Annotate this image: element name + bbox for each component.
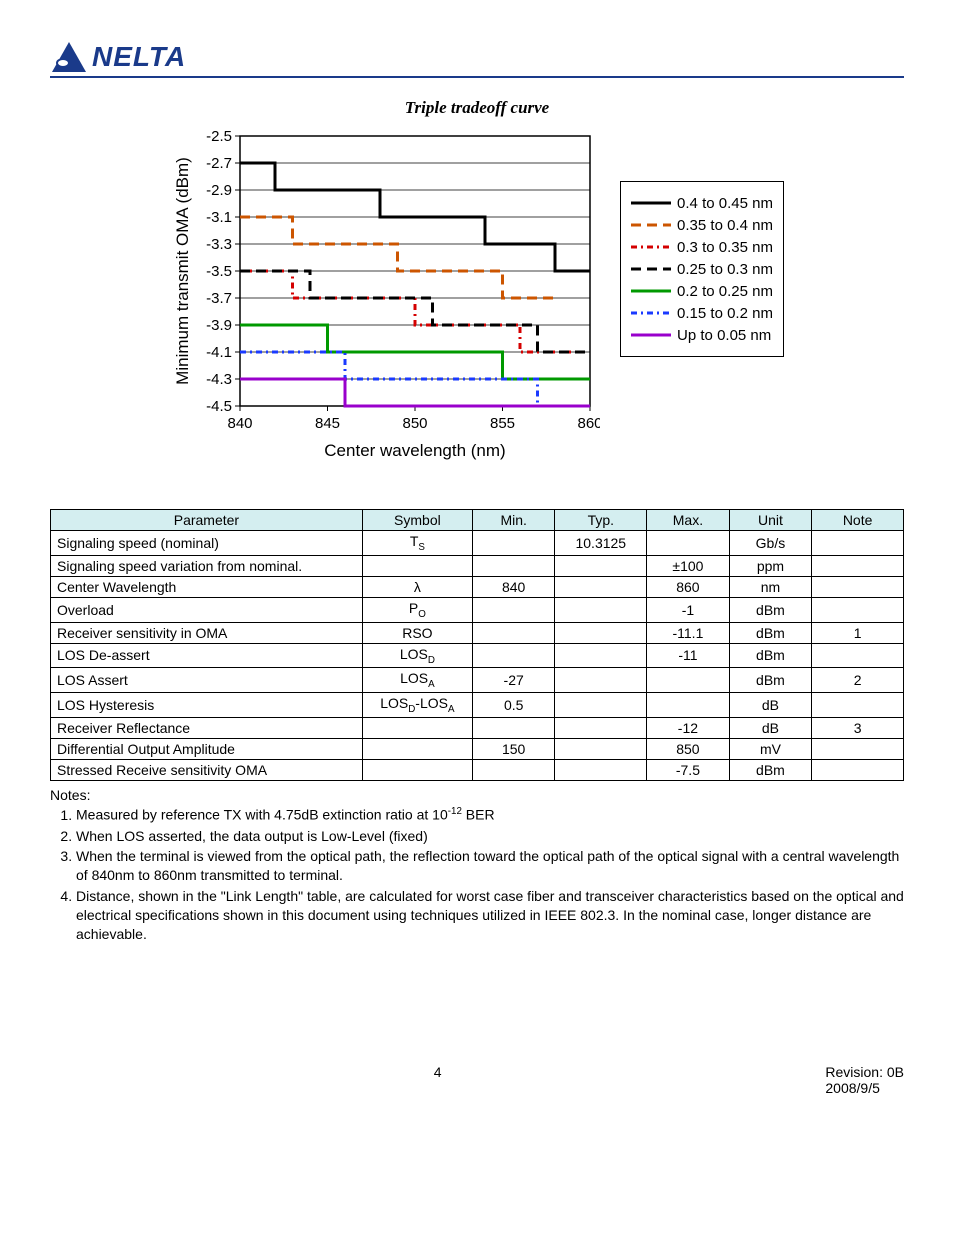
svg-text:Center wavelength (nm): Center wavelength (nm) xyxy=(324,441,505,460)
note-item: Measured by reference TX with 4.75dB ext… xyxy=(76,805,904,825)
legend-label: 0.2 to 0.25 nm xyxy=(677,283,773,300)
legend-item: 0.25 to 0.3 nm xyxy=(631,260,773,278)
table-header: Parameter xyxy=(51,510,363,531)
logo: NELTA xyxy=(50,40,186,76)
table-row: Stressed Receive sensitivity OMA-7.5dBm xyxy=(51,759,904,780)
svg-text:-2.9: -2.9 xyxy=(206,182,232,199)
chart-legend: 0.4 to 0.45 nm 0.35 to 0.4 nm 0.3 to 0.35 … xyxy=(620,181,784,357)
legend-swatch xyxy=(631,326,671,344)
table-row: Signaling speed (nominal)TS10.3125Gb/s xyxy=(51,531,904,556)
legend-label: 0.3 to 0.35 nm xyxy=(677,239,773,256)
svg-text:-3.7: -3.7 xyxy=(206,290,232,307)
delta-logo-icon xyxy=(50,40,88,74)
legend-item: 0.2 to 0.25 nm xyxy=(631,282,773,300)
legend-item: Up to 0.05 nm xyxy=(631,326,773,344)
svg-text:-3.9: -3.9 xyxy=(206,317,232,334)
svg-text:-2.5: -2.5 xyxy=(206,128,232,145)
notes-list: Measured by reference TX with 4.75dB ext… xyxy=(50,805,904,944)
table-row: Signaling speed variation from nominal.±… xyxy=(51,555,904,576)
legend-swatch xyxy=(631,194,671,212)
notes-section: Notes: Measured by reference TX with 4.7… xyxy=(50,787,904,944)
table-header: Unit xyxy=(729,510,812,531)
table-row: Center Wavelengthλ840860nm xyxy=(51,576,904,597)
legend-swatch xyxy=(631,304,671,322)
svg-text:-3.3: -3.3 xyxy=(206,236,232,253)
note-item: When the terminal is viewed from the opt… xyxy=(76,847,904,885)
table-header: Max. xyxy=(647,510,730,531)
legend-item: 0.15 to 0.2 nm xyxy=(631,304,773,322)
page-header: NELTA xyxy=(50,40,904,78)
legend-label: Up to 0.05 nm xyxy=(677,327,771,344)
svg-text:-3.5: -3.5 xyxy=(206,263,232,280)
legend-swatch xyxy=(631,282,671,300)
table-row: LOS HysteresisLOSD-LOSA0.5dB xyxy=(51,693,904,718)
legend-label: 0.4 to 0.45 nm xyxy=(677,195,773,212)
legend-item: 0.3 to 0.35 nm xyxy=(631,238,773,256)
svg-text:-4.3: -4.3 xyxy=(206,371,232,388)
chart-title: Triple tradeoff curve xyxy=(50,98,904,118)
legend-item: 0.35 to 0.4 nm xyxy=(631,216,773,234)
revision-block: Revision: 0B 2008/9/5 xyxy=(825,1064,904,1096)
legend-label: 0.35 to 0.4 nm xyxy=(677,217,773,234)
legend-label: 0.25 to 0.3 nm xyxy=(677,261,773,278)
table-row: Receiver Reflectance-12dB3 xyxy=(51,717,904,738)
table-header: Min. xyxy=(472,510,555,531)
legend-item: 0.4 to 0.45 nm xyxy=(631,194,773,212)
svg-text:-2.7: -2.7 xyxy=(206,155,232,172)
svg-text:Minimum transmit OMA (dBm): Minimum transmit OMA (dBm) xyxy=(173,157,192,385)
table-row: Receiver sensitivity in OMARSO-11.1dBm1 xyxy=(51,622,904,643)
parameter-table: ParameterSymbolMin.Typ.Max.UnitNoteSigna… xyxy=(50,509,904,781)
note-item: Distance, shown in the "Link Length" tab… xyxy=(76,887,904,944)
table-row: OverloadPO-1dBm xyxy=(51,597,904,622)
legend-swatch xyxy=(631,260,671,278)
page-footer: 4 Revision: 0B 2008/9/5 xyxy=(50,1064,904,1096)
table-row: Differential Output Amplitude150850mV xyxy=(51,738,904,759)
table-header: Symbol xyxy=(362,510,472,531)
chart-section: Triple tradeoff curve -2.5 -2.7 -2.9 -3.1 -3… xyxy=(50,98,904,469)
svg-text:840: 840 xyxy=(228,415,253,432)
tradeoff-chart: -2.5 -2.7 -2.9 -3.1 -3.3 -3.5 -3.7 -3.9 -4.1 -4.3… xyxy=(170,126,600,466)
table-header: Note xyxy=(812,510,904,531)
table-header: Typ. xyxy=(555,510,647,531)
svg-text:-4.1: -4.1 xyxy=(206,344,232,361)
legend-swatch xyxy=(631,216,671,234)
page-number: 4 xyxy=(434,1064,442,1096)
notes-title: Notes: xyxy=(50,787,90,803)
svg-text:-3.1: -3.1 xyxy=(206,209,232,226)
svg-text:855: 855 xyxy=(490,415,515,432)
table-row: LOS De-assertLOSD-11dBm xyxy=(51,643,904,668)
table-row: LOS AssertLOSA-27dBm2 xyxy=(51,668,904,693)
legend-swatch xyxy=(631,238,671,256)
note-item: When LOS asserted, the data output is Lo… xyxy=(76,827,904,846)
svg-text:860: 860 xyxy=(578,415,601,432)
legend-label: 0.15 to 0.2 nm xyxy=(677,305,773,322)
logo-text: NELTA xyxy=(92,41,186,73)
svg-text:845: 845 xyxy=(315,415,340,432)
svg-text:850: 850 xyxy=(403,415,428,432)
svg-text:-4.5: -4.5 xyxy=(206,398,232,415)
